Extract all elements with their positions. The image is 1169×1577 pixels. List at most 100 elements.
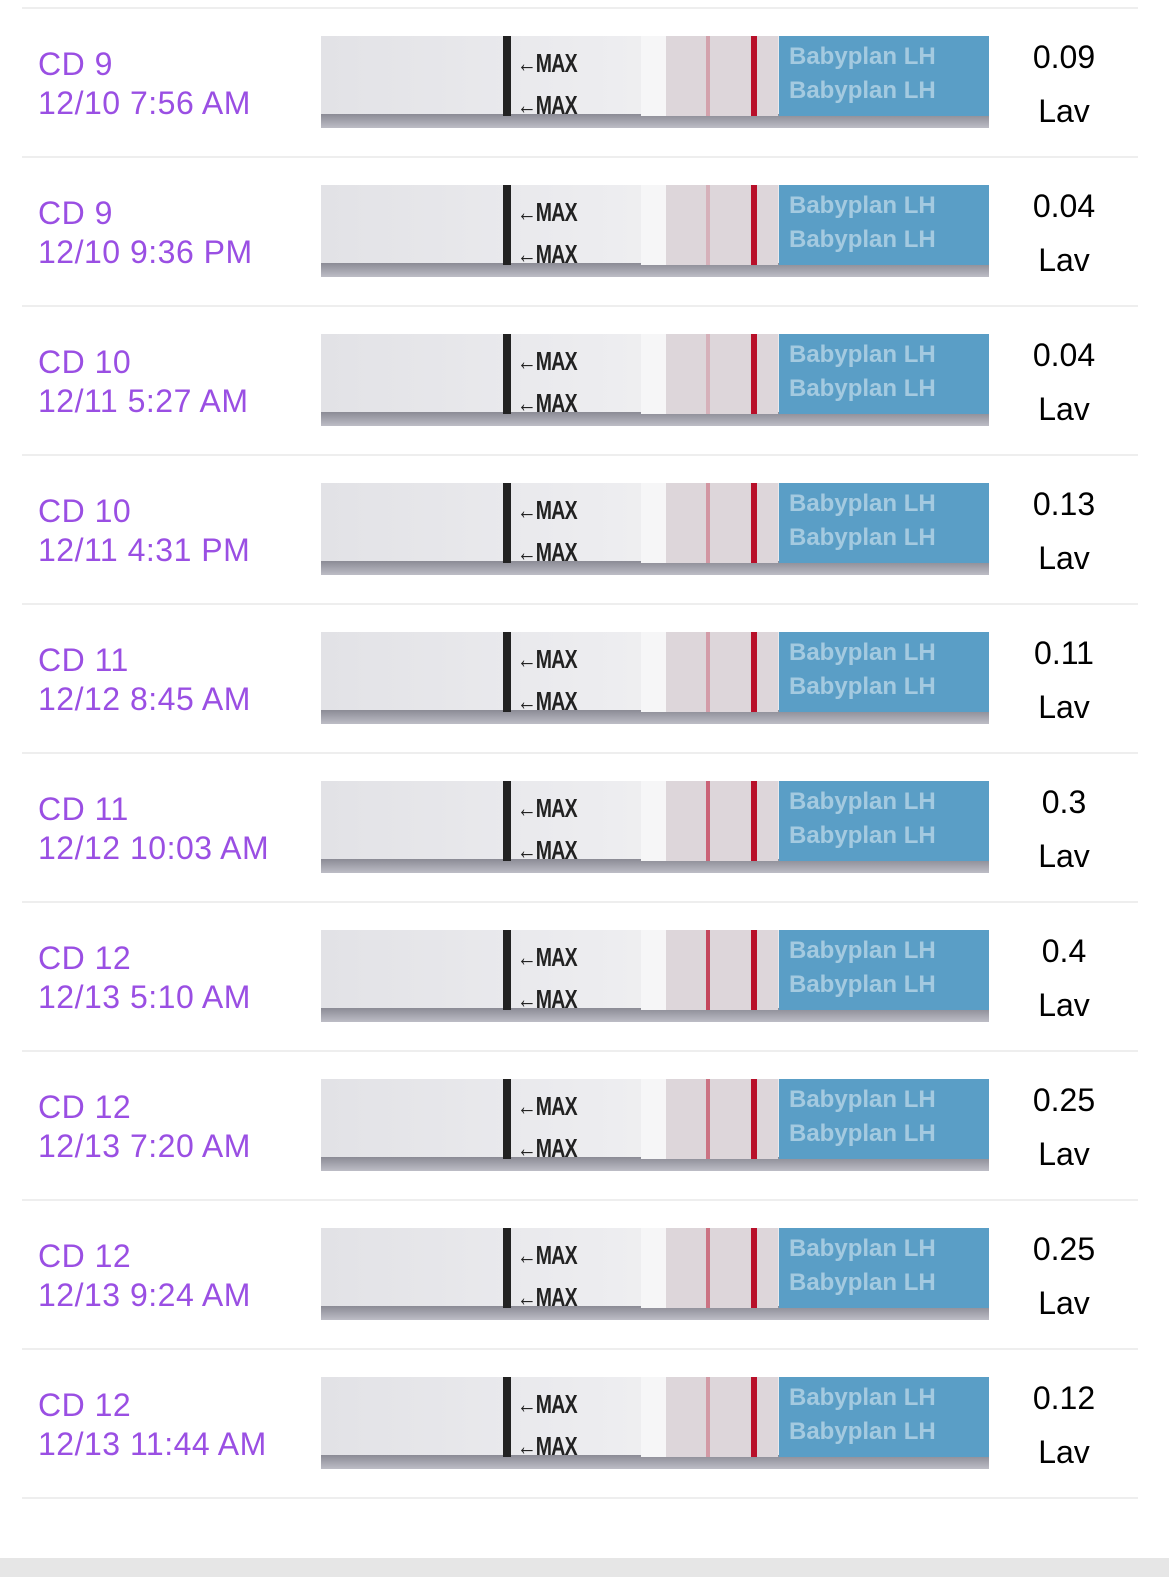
max-line-mark — [503, 632, 511, 712]
test-value: 0.11 — [1034, 635, 1094, 671]
test-unit: Lav — [1038, 689, 1090, 725]
list-item[interactable]: CD 12 12/13 9:24 AM ←MAX ←MAX Babyplan L… — [22, 1201, 1138, 1350]
test-line — [706, 483, 710, 563]
test-value: 0.4 — [1041, 933, 1087, 969]
test-line — [706, 36, 710, 116]
max-marker: ←MAX — [517, 388, 578, 418]
entry-label: CD 12 12/13 9:24 AM — [38, 1237, 251, 1315]
list-item[interactable]: CD 9 12/10 7:56 AM ←MAX ←MAX Babyplan LH… — [22, 9, 1138, 158]
test-strip-photo[interactable]: ←MAX ←MAX Babyplan LH Babyplan LH — [321, 930, 989, 1022]
strip-shadow — [321, 412, 989, 426]
strip-pad — [641, 1228, 666, 1308]
cycle-day: CD 11 — [38, 642, 129, 678]
max-line-mark — [503, 1228, 511, 1308]
test-line — [706, 334, 710, 414]
brand-text: Babyplan LH — [789, 77, 936, 104]
strip-shadow — [321, 561, 989, 575]
cycle-day: CD 9 — [38, 46, 113, 82]
test-unit: Lav — [1038, 1136, 1090, 1172]
test-strip-photo[interactable]: ←MAX ←MAX Babyplan LH Babyplan LH — [321, 36, 989, 128]
cycle-day: CD 11 — [38, 791, 129, 827]
test-value: 0.04 — [1032, 188, 1096, 224]
test-datetime: 12/11 4:31 PM — [38, 532, 251, 568]
control-line — [751, 185, 757, 265]
test-strip-photo[interactable]: ←MAX ←MAX Babyplan LH Babyplan LH — [321, 483, 989, 575]
test-unit: Lav — [1038, 838, 1090, 874]
result-window — [666, 930, 778, 1010]
strip-handle-brand: Babyplan LH Babyplan LH — [779, 930, 989, 1010]
list-item[interactable]: CD 12 12/13 11:44 AM ←MAX ←MAX Babyplan … — [22, 1350, 1138, 1499]
test-datetime: 12/10 7:56 AM — [38, 85, 251, 121]
test-line — [706, 781, 710, 861]
entry-label: CD 12 12/13 11:44 AM — [38, 1386, 267, 1464]
test-datetime: 12/13 11:44 AM — [38, 1426, 267, 1462]
test-strip-photo[interactable]: ←MAX ←MAX Babyplan LH Babyplan LH — [321, 1079, 989, 1171]
test-strip-photo[interactable]: ←MAX ←MAX Babyplan LH Babyplan LH — [321, 334, 989, 426]
brand-text: Babyplan LH — [789, 226, 936, 253]
strip-pad — [641, 36, 666, 116]
control-line — [751, 1228, 757, 1308]
strip-pad — [641, 1377, 666, 1457]
max-marker: ←MAX — [517, 48, 578, 78]
max-marker: ←MAX — [517, 984, 578, 1014]
test-strip-photo[interactable]: ←MAX ←MAX Babyplan LH Babyplan LH — [321, 632, 989, 724]
max-marker: ←MAX — [517, 197, 578, 227]
max-marker: ←MAX — [517, 1389, 578, 1419]
strip-handle-brand: Babyplan LH Babyplan LH — [779, 1377, 989, 1457]
brand-text: Babyplan LH — [789, 788, 936, 815]
strip-handle-brand: Babyplan LH Babyplan LH — [779, 632, 989, 712]
test-strip-photo[interactable]: ←MAX ←MAX Babyplan LH Babyplan LH — [321, 1377, 989, 1469]
max-marker: ←MAX — [517, 1091, 578, 1121]
strip-pad — [641, 483, 666, 563]
max-marker: ←MAX — [517, 537, 578, 567]
brand-text: Babyplan LH — [789, 639, 936, 666]
brand-text: Babyplan LH — [789, 1235, 936, 1262]
max-marker: ←MAX — [517, 644, 578, 674]
brand-text: Babyplan LH — [789, 1269, 936, 1296]
result-window — [666, 483, 778, 563]
control-line — [751, 632, 757, 712]
max-line-mark — [503, 930, 511, 1010]
test-value: 0.3 — [1041, 784, 1087, 820]
strip-handle-brand: Babyplan LH Babyplan LH — [779, 185, 989, 265]
strip-shadow — [321, 1008, 989, 1022]
list-item[interactable]: CD 10 12/11 5:27 AM ←MAX ←MAX Babyplan L… — [22, 307, 1138, 456]
list-item[interactable]: CD 12 12/13 5:10 AM ←MAX ←MAX Babyplan L… — [22, 903, 1138, 1052]
test-value: 0.25 — [1032, 1082, 1096, 1118]
test-strip-photo[interactable]: ←MAX ←MAX Babyplan LH Babyplan LH — [321, 185, 989, 277]
max-line-mark — [503, 36, 511, 116]
entry-label: CD 11 12/12 10:03 AM — [38, 790, 269, 868]
entry-label: CD 10 12/11 5:27 AM — [38, 343, 249, 421]
brand-text: Babyplan LH — [789, 43, 936, 70]
brand-text: Babyplan LH — [789, 1418, 936, 1445]
test-unit: Lav — [1038, 1434, 1090, 1470]
max-line-mark — [503, 1079, 511, 1159]
max-marker: ←MAX — [517, 1282, 578, 1312]
test-line — [706, 1377, 710, 1457]
test-unit: Lav — [1038, 242, 1090, 278]
test-strip-photo[interactable]: ←MAX ←MAX Babyplan LH Babyplan LH — [321, 781, 989, 873]
brand-text: Babyplan LH — [789, 822, 936, 849]
list-item[interactable]: CD 11 12/12 10:03 AM ←MAX ←MAX Babyplan … — [22, 754, 1138, 903]
test-value: 0.09 — [1032, 39, 1096, 75]
test-line — [706, 1228, 710, 1308]
test-value: 0.12 — [1032, 1380, 1096, 1416]
test-unit: Lav — [1038, 540, 1090, 576]
list-item[interactable]: CD 12 12/13 7:20 AM ←MAX ←MAX Babyplan L… — [22, 1052, 1138, 1201]
max-marker: ←MAX — [517, 495, 578, 525]
brand-text: Babyplan LH — [789, 524, 936, 551]
brand-text: Babyplan LH — [789, 1086, 936, 1113]
test-strip-photo[interactable]: ←MAX ←MAX Babyplan LH Babyplan LH — [321, 1228, 989, 1320]
result-window — [666, 1228, 778, 1308]
list-item[interactable]: CD 10 12/11 4:31 PM ←MAX ←MAX Babyplan L… — [22, 456, 1138, 605]
max-marker: ←MAX — [517, 239, 578, 269]
strip-handle-brand: Babyplan LH Babyplan LH — [779, 1228, 989, 1308]
max-marker: ←MAX — [517, 1240, 578, 1270]
test-datetime: 12/10 9:36 PM — [38, 234, 253, 270]
cycle-day: CD 12 — [38, 940, 132, 976]
list-item[interactable]: CD 11 12/12 8:45 AM ←MAX ←MAX Babyplan L… — [22, 605, 1138, 754]
entry-label: CD 9 12/10 9:36 PM — [38, 194, 253, 272]
control-line — [751, 483, 757, 563]
list-item[interactable]: CD 9 12/10 9:36 PM ←MAX ←MAX Babyplan LH… — [22, 158, 1138, 307]
strip-pad — [641, 1079, 666, 1159]
